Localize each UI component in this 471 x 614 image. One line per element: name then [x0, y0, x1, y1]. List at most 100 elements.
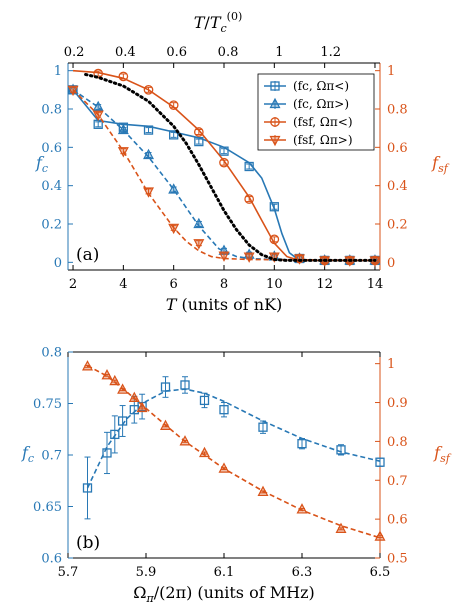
data-point — [117, 416, 128, 426]
data-point — [117, 383, 129, 394]
data-point — [199, 446, 210, 458]
legend-label: (fsf, Ωπ<) — [293, 115, 353, 129]
data-point — [101, 369, 113, 380]
x2-axis-label-part: / — [204, 13, 210, 32]
data-point — [218, 462, 230, 473]
data-point — [136, 401, 148, 413]
data-point — [160, 382, 171, 392]
data-point — [92, 110, 104, 122]
x-axis-label-part: T — [166, 295, 178, 314]
series-1 — [82, 360, 386, 541]
panel-a: 2 4 6 8 10 12 140.2 0.4 0.6 0.8 1 1.200.20.40.60.81… — [35, 10, 450, 314]
y2-axis-label-part: f — [433, 443, 443, 462]
y2-axis-label: fsf — [431, 153, 450, 175]
x2-axis-label: T/Tc(0) — [194, 10, 243, 35]
x2-axis-label-part: (0) — [227, 10, 243, 23]
data-point — [194, 136, 204, 147]
data-point — [297, 439, 307, 449]
x2-axis-label-part: c — [220, 22, 226, 35]
x2-tick-label: 0.6 — [166, 45, 187, 60]
x-tick-label: 4 — [119, 277, 127, 292]
data-point — [258, 422, 268, 432]
x-tick-label: 6.5 — [370, 565, 391, 580]
x2-tick-label: 0.4 — [115, 45, 136, 60]
data-point — [269, 234, 280, 245]
series-line — [87, 364, 381, 539]
data-point — [168, 223, 180, 235]
x-axis-label-part: /(2π) (units of MHz) — [154, 583, 315, 602]
data-point — [193, 127, 204, 137]
x-axis-label: Ωπ/(2π) (units of MHz) — [133, 583, 315, 605]
series-0 — [82, 376, 385, 520]
y2-tick-label: 0.7 — [387, 474, 408, 489]
y-axis-label: fc — [35, 153, 48, 175]
series-line — [86, 388, 381, 489]
y2-tick-label: 0.5 — [387, 552, 408, 567]
series-line — [84, 73, 377, 262]
x2-tick-label: 1.2 — [320, 45, 341, 60]
x2-tick-label: 0.2 — [64, 45, 85, 60]
y2-tick-label: 0.9 — [387, 396, 408, 411]
data-point — [143, 125, 154, 135]
series-4 — [84, 73, 377, 262]
data-point — [257, 485, 269, 497]
data-point — [219, 146, 229, 156]
legend-marker — [269, 97, 281, 109]
legend: (fc, Ωπ<) (fc, Ωπ>) (fsf, Ωπ<) (fsf, Ωπ>) — [257, 73, 375, 151]
panel-label: (b) — [76, 533, 100, 553]
data-point — [110, 429, 120, 440]
data-point — [219, 405, 229, 415]
legend-marker — [270, 81, 280, 91]
legend-label: (fsf, Ωπ>) — [293, 133, 353, 147]
y-axis-label: fc — [21, 443, 34, 465]
y-axis-label-part: c — [42, 162, 48, 175]
data-point — [219, 157, 229, 168]
y-tick-label: 0.6 — [41, 141, 62, 156]
data-point — [193, 217, 205, 229]
x-axis-label-part: Ω — [133, 583, 146, 602]
y-tick-label: 0 — [54, 256, 62, 271]
data-point — [102, 448, 112, 458]
data-point — [243, 252, 255, 263]
y2-axis-label-part: sf — [438, 162, 450, 175]
data-point — [93, 68, 104, 79]
data-point — [82, 360, 93, 371]
y-tick-label: 0.2 — [41, 218, 62, 233]
y2-tick-label: 1 — [387, 357, 395, 372]
data-point — [143, 187, 155, 198]
data-point — [179, 435, 191, 446]
legend-marker — [270, 117, 280, 127]
x-tick-label: 2 — [69, 277, 77, 292]
y2-axis-label-part: f — [431, 153, 441, 172]
x-axis-label-part: π — [146, 592, 155, 605]
data-point — [143, 148, 155, 160]
series-line — [72, 89, 376, 262]
y2-tick-label: 0 — [387, 256, 395, 271]
y2-tick-label: 0.6 — [387, 141, 408, 156]
y2-tick-label: 0.2 — [387, 218, 408, 233]
data-point — [296, 503, 308, 514]
data-point — [269, 202, 279, 212]
legend-label: (fc, Ωπ<) — [293, 79, 349, 93]
x-tick-label: 12 — [316, 277, 333, 292]
x-tick-label: 6 — [170, 277, 178, 292]
data-point — [143, 84, 154, 95]
data-point — [160, 419, 171, 430]
y-axis-label-part: c — [28, 452, 34, 465]
x2-tick-label: 1 — [275, 45, 283, 60]
y-tick-label: 0.65 — [33, 500, 62, 515]
x-tick-label: 5.7 — [58, 565, 79, 580]
data-point — [118, 71, 129, 82]
y2-axis-label: fsf — [433, 443, 452, 465]
x-tick-label: 10 — [266, 277, 283, 292]
data-point — [218, 251, 230, 262]
legend-item: (fc, Ωπ>) — [264, 97, 349, 111]
legend-item: (fc, Ωπ<) — [264, 79, 349, 93]
data-point — [92, 100, 104, 112]
y2-tick-label: 0.8 — [387, 435, 408, 450]
legend-marker — [269, 135, 281, 147]
y2-tick-label: 0.8 — [387, 103, 408, 118]
y2-tick-label: 0.6 — [387, 513, 408, 528]
y-tick-label: 0.8 — [41, 346, 62, 361]
